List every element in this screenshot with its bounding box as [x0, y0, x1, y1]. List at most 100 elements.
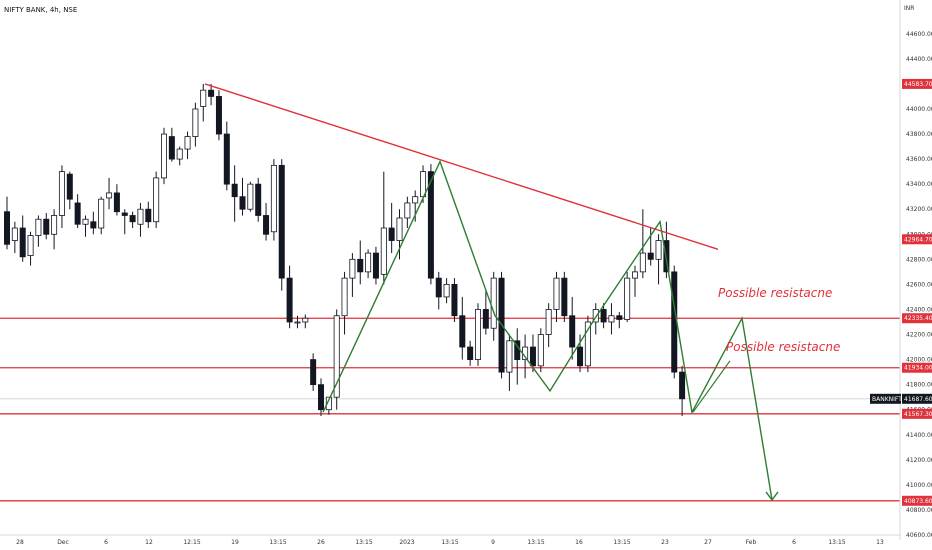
candle-body [121, 212, 128, 216]
y-tick-label: 44000.00 [906, 106, 932, 113]
candle [200, 83, 207, 122]
candle-body [639, 252, 646, 273]
candle-body [255, 183, 262, 216]
candle [98, 196, 105, 235]
candle-body [365, 252, 372, 273]
x-tick-label: 6 [792, 539, 796, 546]
candle-body [341, 277, 348, 317]
candle-body [74, 202, 81, 225]
candle-body [451, 283, 458, 317]
candle [74, 194, 81, 229]
candle-body [592, 309, 599, 323]
candle-body [19, 227, 26, 258]
candle [113, 184, 120, 216]
x-tick-label: 23 [661, 539, 669, 546]
candle-body [27, 235, 34, 256]
candle [66, 171, 73, 210]
candle [168, 127, 175, 162]
candle-body [333, 315, 340, 398]
candle [357, 240, 364, 285]
candle [372, 246, 379, 285]
candle-body [278, 164, 285, 279]
candle-body [412, 196, 419, 204]
candle-body [4, 211, 10, 245]
candle [43, 212, 50, 240]
candle-body [66, 173, 73, 200]
symbol-badge [870, 393, 901, 404]
candle [51, 209, 58, 250]
candle [396, 209, 403, 260]
candle [294, 315, 301, 329]
candle-body [35, 218, 42, 236]
x-tick-label: 2023 [399, 539, 414, 546]
candle-body [349, 258, 356, 279]
y-tick-label: 41800.00 [906, 382, 932, 389]
candle [192, 102, 199, 147]
x-tick-label: 13 [876, 539, 884, 546]
candle-body [459, 315, 466, 348]
drawings [204, 83, 779, 502]
candle-body [192, 108, 199, 137]
price-badge-label: 42964.70 [904, 236, 932, 243]
y-tick-label: 43200.00 [906, 206, 932, 213]
candle [184, 131, 191, 160]
candle [153, 171, 160, 229]
y-tick-label: 44600.00 [906, 31, 932, 38]
candle-body [43, 218, 50, 235]
candle-body [482, 309, 489, 329]
candle [215, 90, 222, 141]
y-tick-label: 41000.00 [906, 482, 932, 489]
y-tick-label: 43600.00 [906, 156, 932, 163]
candle [82, 215, 89, 237]
candle [208, 83, 215, 106]
candle-body [58, 171, 65, 216]
candle [451, 278, 458, 322]
candle [263, 202, 270, 241]
annotation-upper: Possible resistacne [718, 286, 832, 300]
candle [671, 265, 678, 379]
y-tick-label: 40600.00 [906, 532, 932, 539]
x-tick-label: 13:15 [527, 539, 544, 546]
candle [58, 165, 65, 229]
candle-body [537, 334, 544, 367]
symbol-badge-label: BANKNIFTY [872, 396, 906, 403]
candle [310, 353, 317, 391]
candle-body [51, 215, 58, 235]
x-tick-label: 13:15 [441, 539, 458, 546]
x-tick-label: 12 [145, 539, 153, 546]
x-tick-label: 13:15 [828, 539, 845, 546]
candle [506, 334, 513, 391]
candle-body [443, 283, 450, 298]
candle-body [474, 309, 481, 360]
y-tick-label: 42800.00 [906, 256, 932, 263]
candle-body [561, 277, 568, 317]
price-badge-label: 40873.60 [904, 498, 932, 505]
candle-body [396, 217, 403, 241]
candle-body [82, 218, 89, 225]
candle [388, 202, 395, 254]
candle [341, 271, 348, 335]
x-tick-label: 27 [704, 539, 712, 546]
candle-body [624, 277, 631, 320]
candle [600, 303, 607, 329]
price-badge [902, 495, 932, 506]
candle [380, 171, 387, 285]
candle [90, 211, 97, 235]
candle [412, 190, 419, 222]
candle [302, 314, 309, 329]
candle-body [294, 321, 301, 324]
candle [137, 202, 144, 237]
price-axis: 40600.00 40800.00 41000.00 41200.00 41400.00… [870, 0, 932, 540]
annotation-lower: Possible resistacne [726, 340, 840, 354]
candle [160, 127, 167, 185]
candle-body [679, 371, 686, 400]
candle-body [632, 271, 639, 279]
x-tick-label: 26 [317, 539, 325, 546]
candle [679, 365, 686, 416]
candle [176, 146, 183, 166]
candle-body [325, 396, 332, 411]
x-tick-label: 16 [575, 539, 583, 546]
candle [584, 315, 591, 373]
candle [333, 309, 340, 410]
candle [231, 165, 238, 222]
